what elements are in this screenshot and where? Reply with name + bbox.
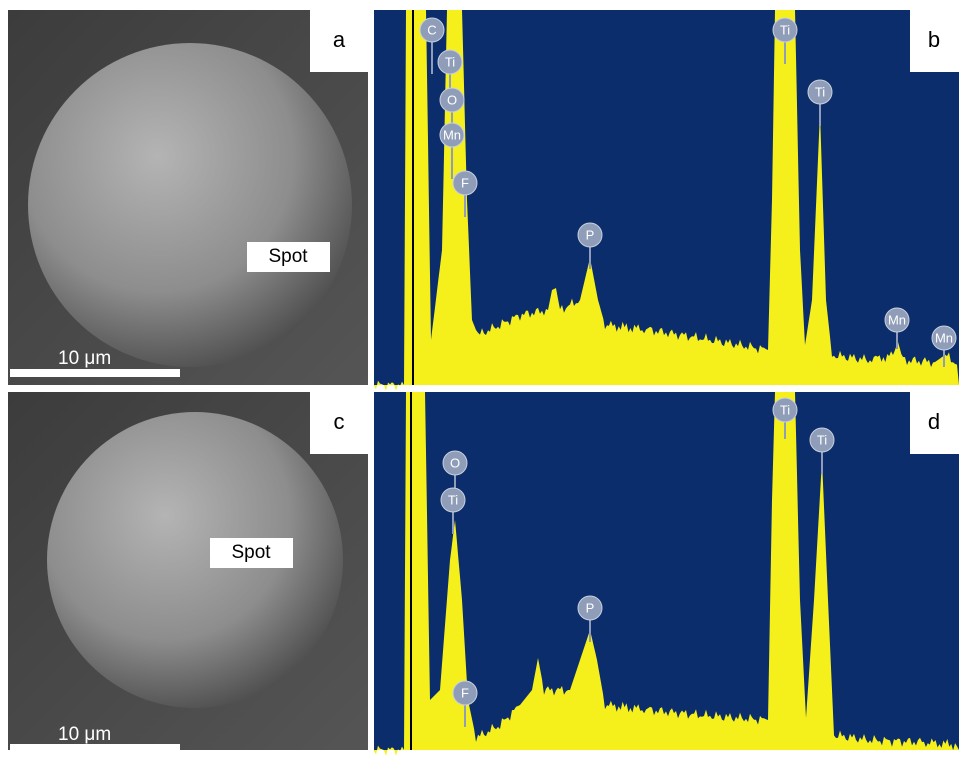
peak-label: O <box>447 92 457 107</box>
particle <box>28 43 352 367</box>
peak-label: P <box>586 600 595 615</box>
peak-label: O <box>450 455 460 470</box>
panel-label: c <box>334 409 345 434</box>
peak-label: Ti <box>448 492 458 507</box>
scale-label: 10 μm <box>58 348 111 369</box>
scale-bar <box>10 744 180 752</box>
panel-label: d <box>928 409 940 434</box>
peak-label: Mn <box>888 312 906 327</box>
peak-label: F <box>461 685 469 700</box>
peak-label: F <box>461 175 469 190</box>
peak-label: Ti <box>445 54 455 69</box>
scale-label: 10 μm <box>58 724 111 745</box>
figure: a Spot 10 μm c Spot 10 μm b d C Ti O Mn F P Ti… <box>0 0 959 758</box>
peak-label: Ti <box>780 22 790 37</box>
scale-bar <box>10 369 180 377</box>
peak-label: Mn <box>443 127 461 142</box>
peak-label: P <box>586 227 595 242</box>
spot-label: Spot <box>231 542 271 563</box>
peak-label: Ti <box>817 432 827 447</box>
panel-label: a <box>333 27 346 52</box>
peak-label: Mn <box>935 330 953 345</box>
spot-label: Spot <box>268 246 308 267</box>
peak-label: C <box>427 22 436 37</box>
panel-label: b <box>928 27 940 52</box>
peak-label: Ti <box>780 402 790 417</box>
peak-label: Ti <box>815 84 825 99</box>
particle <box>47 412 343 708</box>
